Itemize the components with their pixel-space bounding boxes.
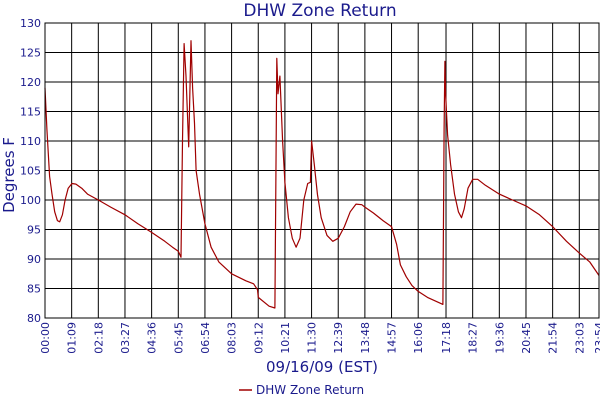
series-layer — [44, 40, 600, 309]
plot-frame — [44, 22, 600, 319]
y-tick-label: 105 — [20, 165, 41, 178]
x-tick-label: 09:12 — [252, 322, 265, 354]
grid — [44, 22, 600, 319]
x-tick-label: 03:27 — [119, 322, 132, 354]
x-axis-label: 09/16/09 (EST) — [266, 358, 378, 376]
legend: DHW Zone Return — [239, 383, 364, 397]
x-tick-label: 23:03 — [573, 322, 586, 354]
y-tick-label: 95 — [27, 224, 41, 237]
series-line-dhw-zone-return — [44, 40, 600, 309]
x-tick-label: 11:30 — [306, 322, 319, 354]
chart-title: DHW Zone Return — [243, 1, 396, 21]
y-axis-label: Degrees F — [0, 137, 18, 213]
x-tick-label: 20:45 — [520, 322, 533, 354]
y-tick-label: 85 — [27, 283, 41, 296]
x-tick-label: 14:57 — [386, 322, 399, 354]
y-tick-label: 110 — [20, 135, 41, 148]
x-tick-label: 04:36 — [146, 322, 159, 354]
x-tick-label: 02:18 — [92, 322, 105, 354]
legend-label-dhw-zone-return: DHW Zone Return — [256, 383, 364, 397]
y-tick-label: 90 — [27, 253, 41, 266]
x-tick-label: 19:36 — [493, 322, 506, 354]
y-axis-ticks: 80 85 90 95 100 105 110 115 120 125 130 — [20, 17, 41, 325]
x-tick-label: 17:18 — [440, 322, 453, 354]
x-tick-label: 00:00 — [39, 322, 52, 354]
x-tick-label: 23:54 — [593, 322, 600, 354]
x-tick-label: 16:06 — [412, 322, 425, 354]
y-tick-label: 125 — [20, 47, 41, 60]
x-tick-label: 21:54 — [547, 322, 560, 354]
y-tick-label: 120 — [20, 76, 41, 89]
x-tick-label: 10:21 — [279, 322, 292, 354]
x-tick-label: 05:45 — [172, 322, 185, 354]
x-tick-label: 06:54 — [199, 322, 212, 354]
x-tick-label: 13:48 — [359, 322, 372, 354]
y-tick-label: 115 — [20, 106, 41, 119]
y-tick-label: 130 — [20, 17, 41, 30]
x-tick-label: 18:27 — [467, 322, 480, 354]
y-tick-label: 100 — [20, 194, 41, 207]
x-axis-ticks: 00:00 01:09 02:18 03:27 04:36 05:45 06:54 08:03… — [39, 322, 600, 354]
x-tick-label: 12:39 — [332, 322, 345, 354]
x-tick-label: 01:09 — [66, 322, 79, 354]
y-tick-label: 80 — [27, 312, 41, 325]
x-tick-label: 08:03 — [226, 322, 239, 354]
